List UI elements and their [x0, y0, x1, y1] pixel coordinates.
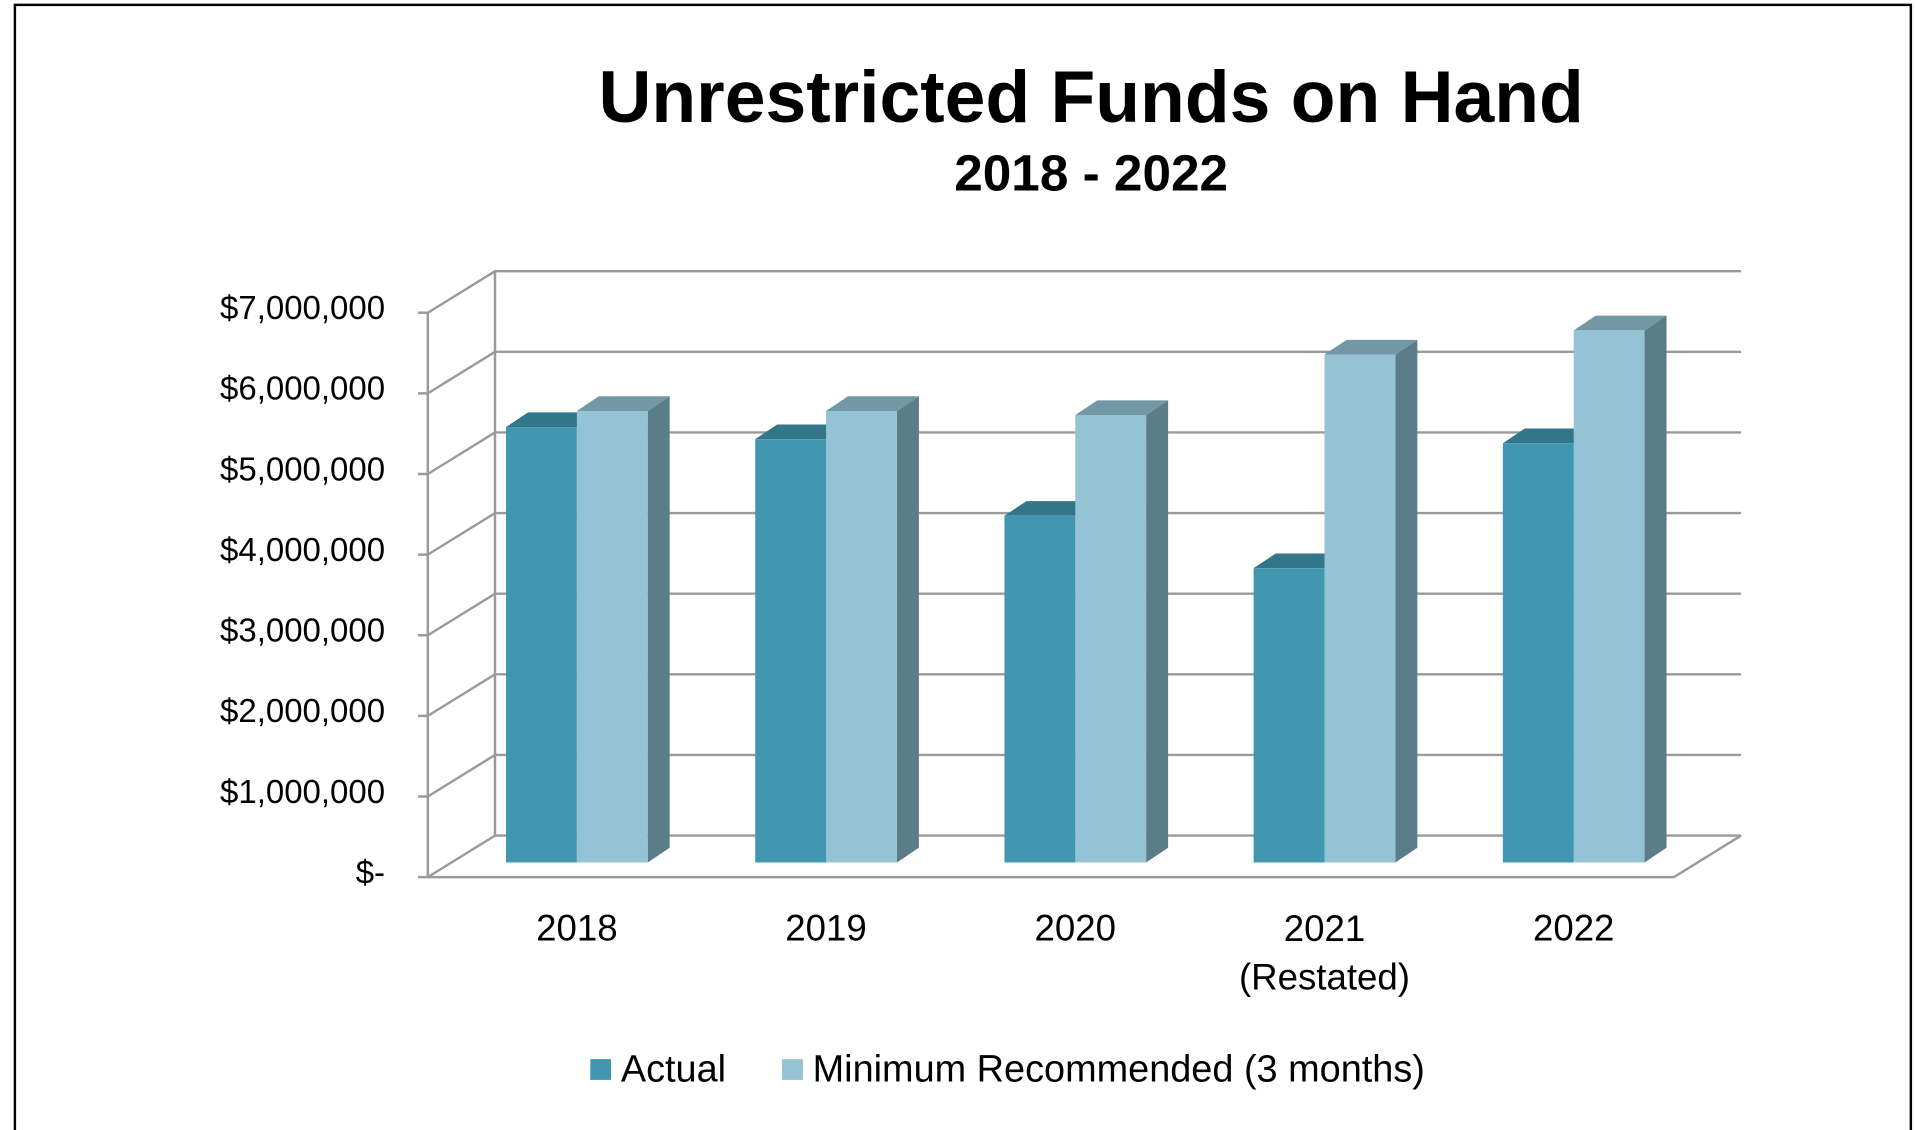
- bar-top: [1253, 553, 1347, 569]
- bar: [826, 410, 897, 863]
- bar-side: [1644, 315, 1667, 863]
- legend-swatch: [782, 1059, 803, 1080]
- y-tick-label: $4,000,000: [220, 531, 385, 568]
- grid-line: [427, 350, 1742, 395]
- bar-side: [647, 396, 670, 863]
- y-tick-label: $3,000,000: [220, 612, 385, 649]
- bar-top: [1573, 315, 1667, 331]
- bar: [1075, 414, 1147, 863]
- floor-edge: [427, 834, 1742, 879]
- legend-label: Minimum Recommended (3 months): [813, 1048, 1425, 1090]
- y-tick-label: $7,000,000: [220, 289, 385, 326]
- grid-line: [427, 269, 1742, 314]
- bar-top: [1004, 501, 1098, 516]
- y-tick-label: $6,000,000: [220, 370, 385, 407]
- bar-top: [576, 396, 670, 411]
- bar: [506, 427, 577, 863]
- x-tick-label: 2019: [785, 908, 866, 949]
- bar: [1502, 443, 1574, 863]
- bar: [1573, 330, 1645, 863]
- bar-top: [1502, 428, 1596, 444]
- bar-top: [506, 412, 599, 428]
- bar-side: [1395, 339, 1418, 863]
- chart-border: [13, 3, 1913, 1130]
- bar: [1324, 354, 1396, 863]
- bar-top: [755, 424, 849, 440]
- bar: [755, 439, 827, 863]
- x-tick-label: 2021 (Restated): [1239, 908, 1410, 998]
- legend-swatch: [590, 1059, 612, 1080]
- bar: [1004, 515, 1076, 863]
- chart-title: Unrestricted Funds on Hand: [599, 56, 1584, 138]
- x-tick-label: 2018: [536, 908, 617, 949]
- bar-side: [1146, 400, 1169, 863]
- chart-subtitle: 2018 - 2022: [954, 145, 1228, 202]
- y-tick-label: $-: [356, 853, 385, 890]
- y-tick-label: $1,000,000: [220, 773, 385, 810]
- y-tick-label: $2,000,000: [220, 692, 385, 729]
- x-tick-label: 2020: [1035, 908, 1116, 949]
- legend-label: Actual: [621, 1048, 726, 1090]
- bar: [1253, 568, 1325, 863]
- bar-side: [896, 396, 919, 863]
- bar: [576, 410, 648, 863]
- bar-top: [1324, 339, 1418, 355]
- bar-top: [826, 396, 919, 411]
- bar-top: [1075, 400, 1169, 415]
- y-tick-label: $5,000,000: [220, 450, 385, 487]
- x-tick-label: 2022: [1533, 908, 1614, 949]
